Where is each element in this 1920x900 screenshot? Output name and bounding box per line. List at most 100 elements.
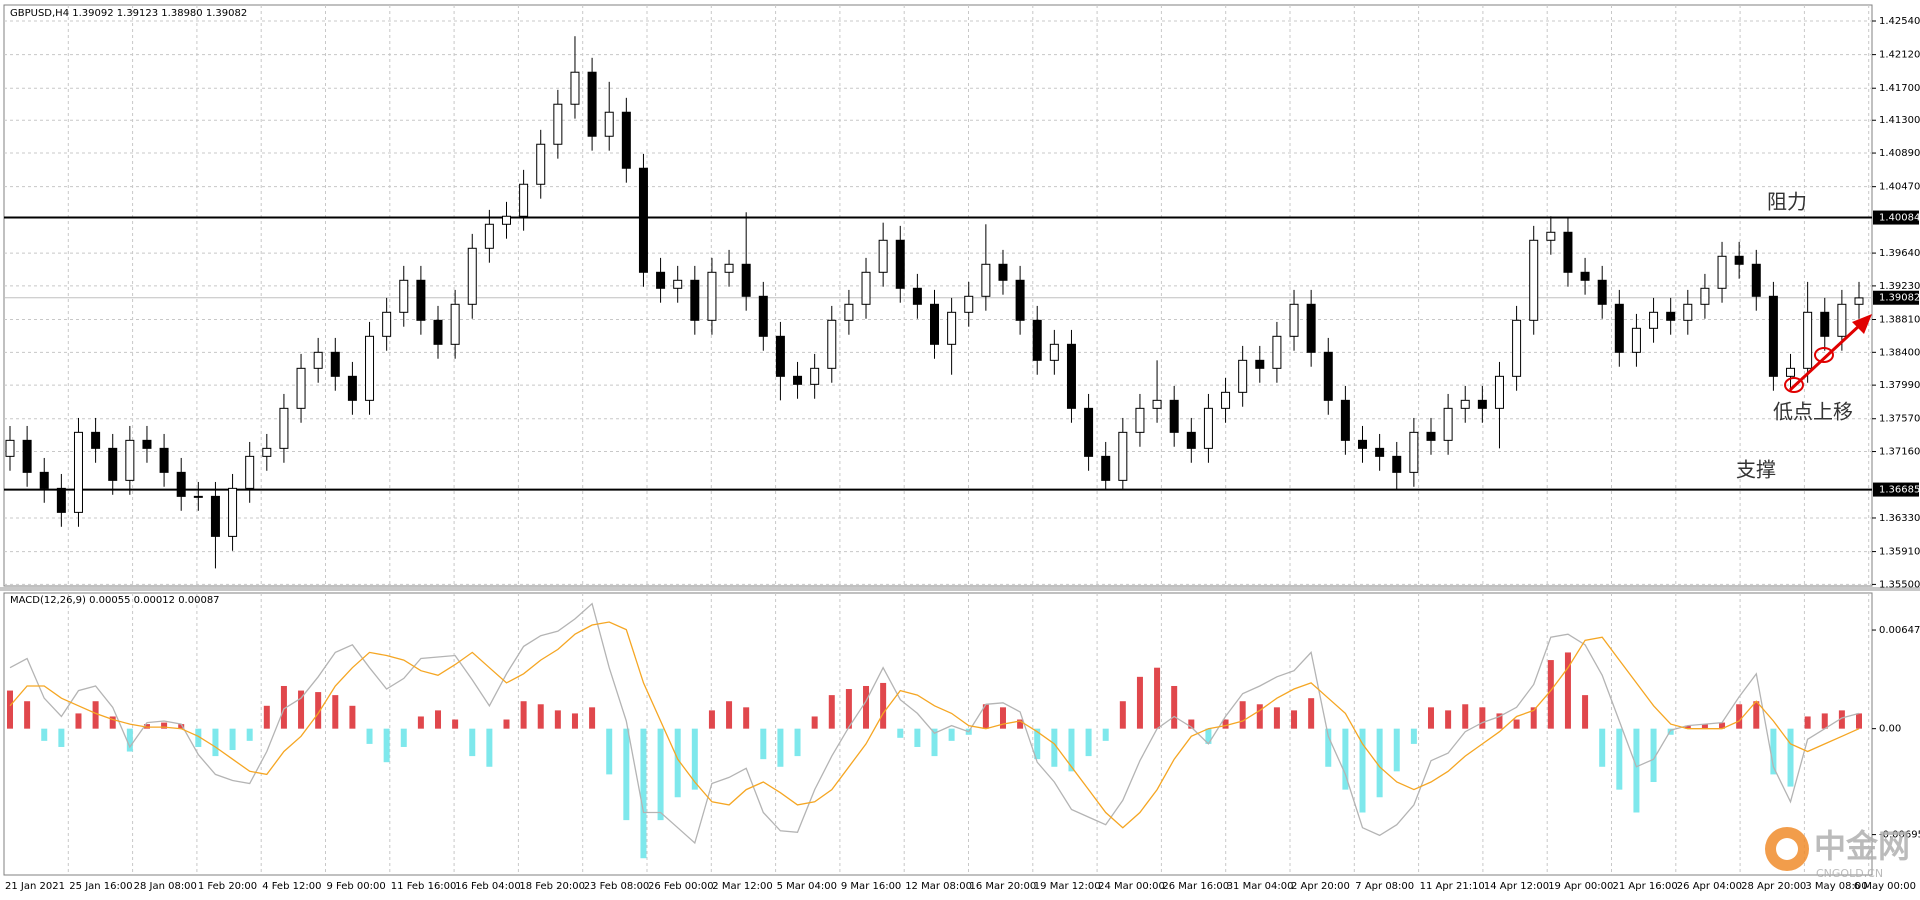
candle-body [142, 439, 152, 449]
x-tick-label: 26 Apr 04:00 [1677, 881, 1742, 892]
macd-bar [400, 728, 407, 747]
macd-bar [1616, 728, 1623, 790]
price-level-label: 1.39082 [1879, 293, 1920, 304]
macd-bar [161, 722, 168, 729]
candle-body [210, 495, 220, 537]
higher-lows-label: 低点上移 [1773, 400, 1853, 424]
macd-bar [1736, 704, 1743, 729]
candle-body [501, 215, 511, 225]
y-tick-label: -0.00695 [1879, 830, 1920, 841]
candle-body [159, 447, 169, 473]
x-tick-label: 16 Feb 04:00 [455, 881, 521, 892]
macd-bar [92, 701, 99, 729]
candle-body [1289, 303, 1299, 337]
x-tick-label: 19 Apr 00:00 [1548, 881, 1613, 892]
candle-body [553, 103, 563, 145]
watermark-logo-inner [1776, 838, 1798, 860]
candle-body [1049, 343, 1059, 361]
candle-body [1066, 343, 1076, 409]
candle-body [536, 143, 546, 185]
y-tick-label: 1.41700 [1879, 83, 1920, 94]
macd-bar [811, 716, 818, 729]
macd-bar [1684, 725, 1691, 729]
candle-body [1375, 447, 1385, 457]
candle-body [707, 271, 717, 321]
x-tick-label: 4 Feb 12:00 [262, 881, 321, 892]
candle-body [741, 263, 751, 297]
candle-body [1751, 263, 1761, 297]
macd-bar [1599, 728, 1606, 767]
candle-body [519, 183, 529, 217]
macd-bar [469, 728, 476, 757]
x-tick-label: 2 Apr 20:00 [1291, 881, 1350, 892]
macd-bar [982, 704, 989, 729]
candle-body [758, 295, 768, 337]
macd-bar [1171, 685, 1178, 729]
candle-body [810, 367, 820, 385]
macd-bar [7, 690, 13, 729]
candle-body [1597, 279, 1607, 305]
candle-body [193, 495, 203, 498]
macd-bar [1085, 728, 1092, 757]
low-circle [1784, 377, 1804, 393]
candle-body [347, 375, 357, 401]
candle-body [1529, 239, 1539, 321]
candle-body [1272, 335, 1282, 369]
macd-bar [298, 690, 305, 729]
x-tick-label: 3 May 08:00 [1805, 881, 1867, 892]
macd-bar [1564, 652, 1571, 729]
price-panel [3, 4, 1873, 587]
watermark-site: CNGOLD.CN [1816, 867, 1883, 880]
y-tick-label: 1.42120 [1879, 50, 1920, 61]
y-tick-label: 1.37570 [1879, 414, 1920, 425]
candle-body [673, 279, 683, 289]
macd-bar [828, 695, 835, 729]
candle-body [690, 279, 700, 321]
macd-bar [760, 728, 767, 760]
y-tick-label: 1.42540 [1879, 16, 1920, 27]
macd-bar [1479, 707, 1486, 729]
candle-body [724, 263, 734, 273]
candle-body [827, 319, 837, 369]
macd-bar [280, 685, 287, 729]
macd-bar [743, 707, 750, 729]
macd-bar [1530, 707, 1537, 729]
candle-body [1238, 359, 1248, 393]
macd-bar [520, 701, 527, 729]
x-tick-label: 18 Feb 20:00 [519, 881, 585, 892]
macd-bar [1633, 728, 1640, 813]
candle-body [1443, 407, 1453, 441]
candle-body [1563, 231, 1573, 273]
candle-body [1084, 407, 1094, 457]
candle-body [1717, 255, 1727, 289]
low-circle [1814, 347, 1834, 363]
macd-bar [24, 701, 31, 729]
candle-body [1101, 455, 1111, 481]
price-level-label: 1.40084 [1879, 213, 1920, 224]
macd-bar [1513, 719, 1520, 729]
macd-bar [1051, 728, 1058, 767]
candle-body [296, 367, 306, 409]
macd-bar [178, 724, 185, 729]
watermark-brand: 中金网 [1814, 827, 1910, 865]
macd-bar [1427, 707, 1434, 729]
candle-body [399, 279, 409, 313]
candle-body [1546, 231, 1556, 241]
macd-bar [1188, 719, 1195, 729]
macd-bar [1445, 710, 1452, 729]
macd-bar [1410, 728, 1417, 744]
macd-bar [1205, 728, 1212, 744]
candle-body [91, 431, 101, 449]
macd-bar [1034, 728, 1041, 760]
y-tick-label: 1.35500 [1879, 579, 1920, 590]
trend-arrow [1788, 323, 1862, 392]
candle-body [998, 263, 1008, 281]
y-tick-label: 1.36330 [1879, 513, 1920, 524]
macd-bar [863, 685, 870, 729]
macd-bar [777, 728, 784, 767]
candle-body [621, 111, 631, 169]
x-tick-label: 16 Mar 20:00 [970, 881, 1037, 892]
macd-bar [1308, 698, 1315, 729]
candle-body [1477, 399, 1487, 409]
candle-body [1409, 431, 1419, 473]
